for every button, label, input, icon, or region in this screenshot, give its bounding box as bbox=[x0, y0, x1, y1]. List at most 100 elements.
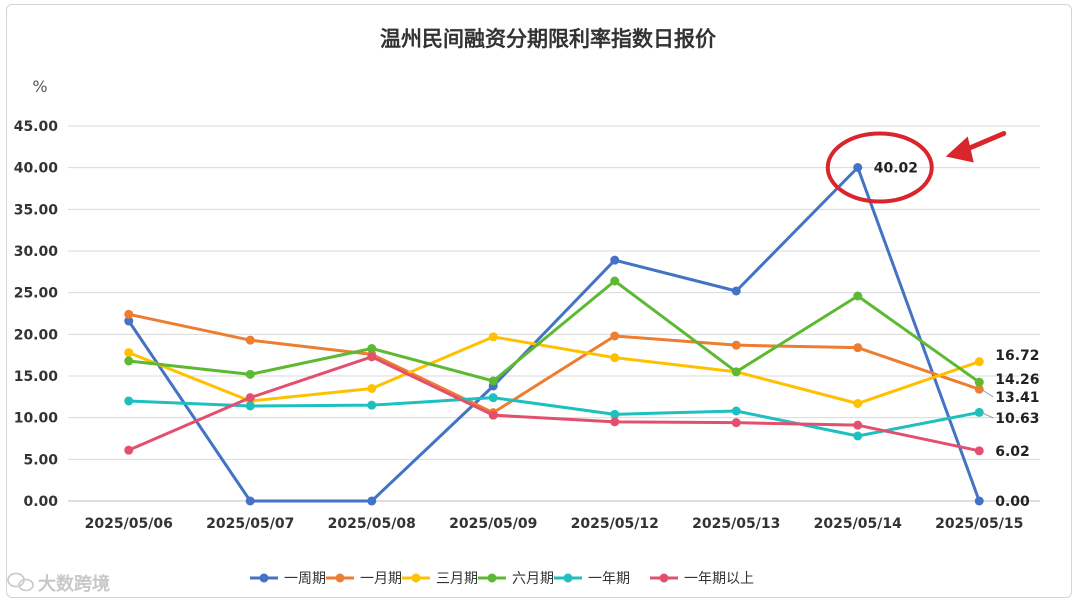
data-label: 6.02 bbox=[995, 444, 1030, 460]
legend-label: 三月期 bbox=[436, 571, 478, 587]
data-label: 40.02 bbox=[874, 161, 918, 177]
x-tick-label: 2025/05/09 bbox=[449, 516, 537, 532]
data-point bbox=[853, 291, 863, 301]
legend-label: 一月期 bbox=[360, 571, 402, 587]
data-point bbox=[974, 377, 984, 387]
data-point bbox=[488, 376, 498, 386]
data-point bbox=[367, 344, 377, 353]
data-point bbox=[731, 286, 741, 296]
data-point bbox=[245, 496, 255, 506]
highlight-circle bbox=[825, 131, 934, 204]
x-tick-label: 2025/05/15 bbox=[935, 516, 1023, 532]
y-tick-label: 45.00 bbox=[14, 119, 59, 135]
data-point bbox=[853, 163, 863, 172]
series-六月期 bbox=[124, 276, 984, 387]
series-line bbox=[128, 312, 980, 415]
annotation bbox=[825, 131, 1007, 204]
y-tick-label: 5.00 bbox=[23, 452, 58, 468]
y-tick-label: 10.00 bbox=[14, 411, 59, 427]
data-point bbox=[367, 352, 377, 362]
data-point bbox=[124, 309, 134, 319]
data-point bbox=[731, 367, 741, 377]
legend-marker bbox=[411, 573, 421, 583]
leader-line bbox=[980, 388, 994, 398]
legend-item: 一周期 bbox=[250, 571, 326, 587]
data-point bbox=[245, 335, 255, 345]
y-tick-label: 30.00 bbox=[14, 244, 59, 260]
legend-item: 六月期 bbox=[478, 571, 554, 587]
y-axis-ticks: 0.00 5.00 10.00 15.00 20.00 25.00 30.00 35.00 40… bbox=[14, 119, 59, 510]
data-point bbox=[245, 369, 255, 379]
y-tick-label: 25.00 bbox=[14, 286, 59, 302]
data-point bbox=[124, 356, 134, 366]
series-一年期 bbox=[124, 393, 984, 441]
data-point bbox=[610, 417, 620, 427]
data-label: 13.41 bbox=[995, 390, 1039, 406]
data-point bbox=[488, 332, 498, 342]
legend-item: 一年期 bbox=[554, 571, 630, 587]
y-axis-unit: % bbox=[32, 77, 47, 96]
chart-title: 温州民间融资分期限利率指数日报价 bbox=[380, 27, 717, 51]
data-point bbox=[974, 496, 984, 506]
data-point bbox=[731, 406, 741, 416]
series-line bbox=[128, 279, 981, 384]
data-point bbox=[488, 410, 498, 420]
arrow-shaft bbox=[961, 131, 1007, 153]
x-tick-label: 2025/05/07 bbox=[206, 516, 294, 532]
legend-item: 一年期以上 bbox=[650, 571, 754, 587]
data-point bbox=[610, 255, 620, 265]
chart-frame bbox=[6, 4, 1072, 598]
data-label: 0.00 bbox=[995, 494, 1030, 510]
data-point bbox=[731, 418, 741, 428]
data-point bbox=[124, 396, 134, 406]
gridlines bbox=[68, 125, 1040, 502]
x-tick-label: 2025/05/08 bbox=[328, 516, 416, 532]
y-tick-label: 20.00 bbox=[14, 327, 59, 343]
data-point bbox=[853, 343, 863, 353]
series-group bbox=[124, 163, 984, 506]
watermark-text: 大数跨境 bbox=[38, 573, 110, 595]
legend-item: 一月期 bbox=[326, 571, 402, 587]
watermark: 大数跨境 bbox=[7, 572, 110, 595]
data-point bbox=[974, 384, 984, 394]
data-point bbox=[367, 496, 377, 506]
x-tick-label: 2025/05/13 bbox=[692, 516, 780, 532]
series-line bbox=[128, 335, 980, 405]
legend-marker bbox=[335, 573, 345, 583]
legend-marker bbox=[563, 573, 573, 583]
data-point bbox=[853, 420, 863, 430]
legend: 一周期 一月期 三月期 六月期 一年期 一年期以上 bbox=[250, 571, 754, 587]
series-line bbox=[128, 396, 980, 438]
legend-label: 一周期 bbox=[284, 571, 326, 587]
data-point bbox=[124, 445, 134, 455]
data-label: 10.63 bbox=[995, 411, 1039, 427]
legend-label: 六月期 bbox=[512, 571, 554, 587]
y-tick-label: 35.00 bbox=[14, 202, 59, 218]
data-point bbox=[124, 348, 134, 358]
leader-line bbox=[981, 411, 994, 419]
y-tick-label: 15.00 bbox=[14, 369, 59, 385]
data-point bbox=[124, 316, 134, 326]
legend-label: 一年期以上 bbox=[684, 571, 754, 587]
y-tick-label: 0.00 bbox=[23, 494, 58, 510]
data-point bbox=[974, 407, 984, 417]
y-tick-label: 40.00 bbox=[14, 161, 59, 177]
data-point bbox=[610, 409, 620, 419]
legend-item: 三月期 bbox=[402, 571, 478, 587]
x-axis-ticks: 2025/05/06 2025/05/07 2025/05/08 2025/05/09… bbox=[85, 516, 1024, 532]
data-labels: 40.02 0.00 13.41 16.72 14.26 10.63 6.02 bbox=[874, 161, 1040, 511]
data-point bbox=[974, 357, 984, 367]
data-point bbox=[610, 331, 620, 341]
legend-marker bbox=[487, 573, 497, 583]
legend-marker bbox=[259, 573, 269, 583]
series-一年期以上 bbox=[124, 352, 984, 456]
data-point bbox=[853, 399, 863, 408]
data-point bbox=[488, 393, 498, 403]
series-line bbox=[128, 355, 980, 453]
data-point bbox=[367, 400, 377, 410]
data-point bbox=[731, 340, 741, 350]
data-label: 16.72 bbox=[995, 348, 1039, 364]
x-tick-label: 2025/05/06 bbox=[85, 516, 173, 532]
data-point bbox=[245, 393, 255, 403]
